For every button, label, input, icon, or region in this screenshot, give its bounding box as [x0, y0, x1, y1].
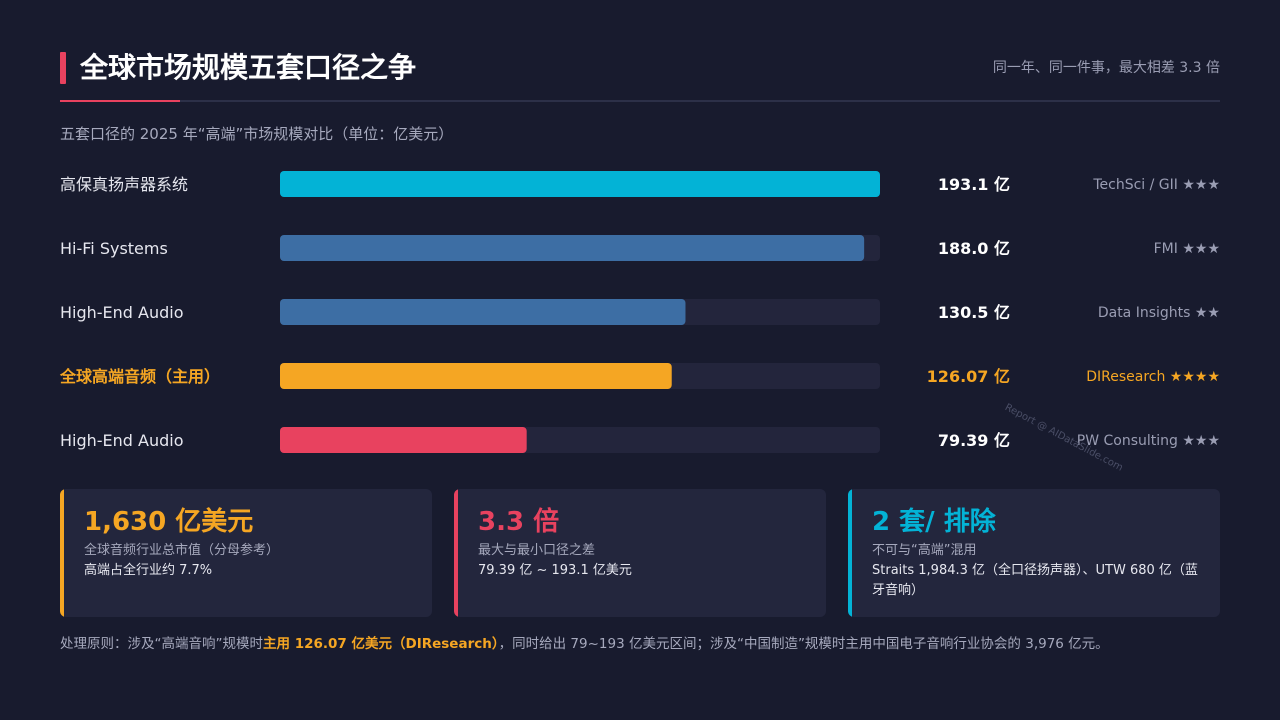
chart-subtitle: 五套口径的 2025 年“高端”市场规模对比（单位：亿美元） — [60, 125, 454, 143]
card-accent-stripe — [60, 489, 64, 617]
value-label: 130.5 亿 — [938, 303, 1010, 322]
card-value: 1,630 亿美元 — [84, 507, 254, 537]
card-accent-stripe — [454, 489, 458, 617]
bar — [280, 171, 880, 197]
source-label: TechSci / GII ★★★ — [1092, 177, 1220, 193]
header-divider — [60, 100, 1220, 102]
header-divider-accent — [60, 100, 180, 102]
footer-note: 处理原则：涉及“高端音响”规模时主用 126.07 亿美元（DIResearch… — [60, 634, 1240, 654]
value-label: 79.39 亿 — [938, 431, 1010, 450]
bar — [280, 427, 527, 453]
category-label: 高保真扬声器系统 — [60, 175, 188, 194]
card-description: 全球音频行业总市值（分母参考） — [84, 543, 280, 558]
bar-track — [280, 171, 880, 197]
watermark: Report @ AIDataSlide.com — [1002, 402, 1125, 474]
footer-highlight: 主用 126.07 亿美元（DIResearch） — [263, 636, 499, 652]
header: 全球市场规模五套口径之争 同一年、同一件事，最大相差 3.3 倍 — [60, 50, 1220, 102]
value-label: 126.07 亿 — [927, 367, 1010, 386]
card-detail: Straits 1,984.3 亿（全口径扬声器）、UTW 680 亿（蓝牙音响… — [872, 563, 1198, 598]
stat-card-spread: 3.3 倍 最大与最小口径之差 79.39 亿 ~ 193.1 亿美元 — [454, 489, 826, 617]
bar-track — [280, 299, 880, 325]
value-label: 193.1 亿 — [938, 175, 1010, 194]
card-detail: 79.39 亿 ~ 193.1 亿美元 — [478, 563, 632, 578]
header-note: 同一年、同一件事，最大相差 3.3 倍 — [992, 60, 1220, 76]
category-label: 全球高端音频（主用） — [59, 367, 220, 386]
card-description: 最大与最小口径之差 — [478, 543, 596, 558]
title-accent-bar — [60, 52, 66, 84]
stat-card-excluded: 2 套/ 排除 不可与“高端”混用 Straits 1,984.3 亿（全口径扬… — [848, 489, 1220, 617]
bar-track — [280, 427, 880, 453]
footer-suffix: ，同时给出 79~193 亿美元区间；涉及“中国制造”规模时主用中国电子音响行业… — [498, 636, 1109, 652]
card-value: 3.3 倍 — [478, 507, 560, 537]
card-description: 不可与“高端”混用 — [872, 543, 977, 558]
bar — [280, 299, 686, 325]
category-label: High-End Audio — [60, 431, 184, 450]
bar-track — [280, 363, 880, 389]
category-label: High-End Audio — [60, 303, 184, 322]
source-label: FMI ★★★ — [1154, 241, 1220, 257]
card-detail: 高端占全行业约 7.7% — [84, 563, 213, 578]
source-label: DIResearch ★★★★ — [1086, 369, 1220, 385]
stat-card-total-market: 1,630 亿美元 全球音频行业总市值（分母参考） 高端占全行业约 7.7% — [60, 489, 432, 617]
card-value: 2 套/ 排除 — [872, 507, 996, 537]
page-title: 全球市场规模五套口径之争 — [80, 51, 417, 84]
source-label: PW Consulting ★★★ — [1077, 433, 1220, 449]
category-label: Hi-Fi Systems — [60, 239, 168, 258]
value-label: 188.0 亿 — [938, 239, 1010, 258]
footer-prefix: 处理原则：涉及“高端音响”规模时 — [60, 636, 263, 652]
bar — [280, 235, 865, 261]
card-accent-stripe — [848, 489, 852, 617]
source-label: Data Insights ★★ — [1098, 305, 1220, 321]
bar-track — [280, 235, 880, 261]
bar — [280, 363, 672, 389]
